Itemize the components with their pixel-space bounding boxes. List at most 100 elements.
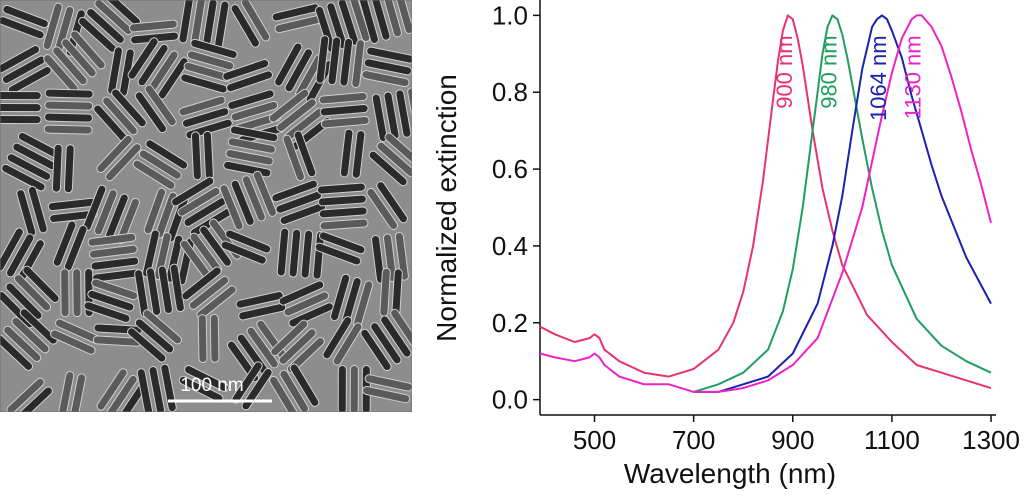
tem-micrograph: 100 nm (0, 0, 412, 412)
series-line-2 (693, 14, 992, 393)
nanorod (209, 313, 220, 363)
nanorod-cluster (82, 184, 140, 245)
nanorod (196, 285, 237, 320)
nanorod-cluster (134, 84, 177, 134)
nanorod (27, 185, 48, 234)
nanorod-cluster (278, 280, 334, 328)
nanorod (371, 93, 388, 142)
nanorod (60, 268, 70, 318)
nanorod-cluster (359, 0, 412, 44)
nanorod (106, 374, 138, 412)
nanorod (318, 92, 368, 105)
nanorod (105, 143, 142, 182)
nanorod (13, 274, 52, 312)
extinction-chart: 500 700 900 1100 1300 0.0 0.2 0.4 0.6 0.8 1.0 900 … (431, 0, 1020, 489)
nanorod (87, 232, 137, 247)
nanorod (382, 233, 397, 283)
nanorod (89, 244, 138, 259)
y-tick-label: 0.8 (492, 77, 528, 107)
nanorod (394, 232, 409, 281)
nanorod (337, 364, 347, 412)
nanorod (225, 229, 272, 254)
nanorod (145, 267, 162, 316)
nanorod (102, 96, 138, 136)
nanorod-cluster (339, 128, 366, 179)
nanorod-cluster (230, 0, 271, 48)
nanorod-cluster (371, 232, 409, 284)
nanorod (349, 365, 359, 412)
nanorod (241, 367, 273, 411)
nanorod (0, 16, 45, 40)
nanorod (322, 316, 353, 360)
nanorod (238, 302, 287, 321)
nanorod (274, 42, 303, 87)
nanorod (382, 0, 403, 38)
nanorod (90, 256, 140, 271)
nanorod (370, 0, 391, 41)
nanorod-cluster (180, 38, 238, 94)
nanorod (19, 308, 58, 345)
nanorod-cluster (0, 308, 58, 371)
nanorod (127, 327, 167, 363)
nanorod (362, 385, 411, 404)
nanorod-cluster (0, 265, 60, 329)
nanorod (225, 149, 274, 166)
nanorod (235, 291, 284, 309)
nanorod-cluster (43, 30, 106, 94)
nanorod (111, 88, 147, 128)
nanorod (14, 386, 53, 412)
x-tick-label: 1300 (962, 425, 1020, 455)
nanorod (91, 278, 139, 301)
nanorod (240, 0, 271, 42)
nanorod-cluster (197, 313, 220, 364)
peak-label-4: 1130 nm (901, 35, 926, 119)
nanorod-cluster (0, 91, 42, 125)
x-tick-label: 700 (672, 425, 715, 455)
nanorod-cluster (276, 227, 326, 280)
nanorod-cluster (314, 231, 366, 266)
nanorod (6, 377, 45, 412)
nanorod-cluster (220, 229, 272, 265)
nanorod (96, 368, 128, 411)
nanorod-cluster (235, 291, 287, 321)
nanorod-cluster (134, 263, 185, 318)
nanorod (169, 263, 185, 313)
nanorod (145, 139, 189, 170)
nanorod (138, 149, 182, 180)
nanorod-cluster (315, 35, 365, 88)
nanorod (142, 229, 160, 278)
nanorod (284, 48, 313, 93)
nanorod (288, 228, 302, 278)
nanorod (52, 220, 77, 267)
nanorod (366, 187, 398, 230)
nanorod (137, 43, 169, 87)
nanorod-cluster (50, 318, 101, 355)
nanorod (319, 218, 369, 231)
nanorod (87, 289, 135, 312)
nanorod (351, 39, 365, 88)
nanorod-cluster (96, 368, 148, 412)
nanorod (376, 181, 408, 224)
nanorod-cluster (78, 0, 141, 53)
peak-label-1: 900 nm (772, 35, 797, 108)
series-line-3 (693, 14, 992, 393)
nanorod (222, 58, 270, 81)
nanorod (288, 302, 334, 328)
nanorod (44, 112, 93, 123)
nanorod-cluster (337, 364, 371, 412)
nanorod (376, 141, 412, 178)
peak-label-3: 1064 nm (866, 35, 891, 121)
nanorod (22, 265, 60, 303)
nanorod (177, 186, 221, 217)
chart-series (539, 14, 992, 393)
nanorod (127, 37, 159, 80)
nanorod-cluster (181, 266, 237, 320)
nanorod-cluster (47, 197, 98, 224)
series-line-1 (539, 14, 992, 390)
x-tick-label: 500 (573, 425, 616, 455)
nanorod (93, 189, 118, 236)
nanorod (364, 374, 412, 392)
nanorod (317, 182, 366, 195)
nanorod (269, 375, 299, 412)
nanorod (5, 233, 35, 278)
